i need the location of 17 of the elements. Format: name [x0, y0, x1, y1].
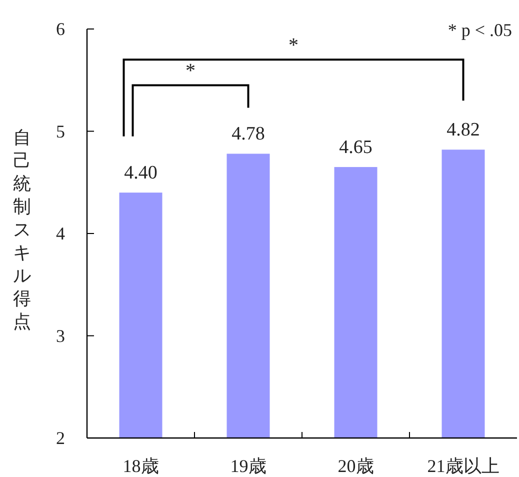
- x-tick-label: 19歳: [230, 456, 266, 476]
- x-tick-label: 21歳以上: [427, 456, 500, 476]
- y-tick-label: 5: [56, 121, 65, 142]
- data-label: 4.78: [232, 124, 265, 145]
- annotation: *: [186, 60, 196, 82]
- y-tick-label: 2: [56, 428, 65, 448]
- y-tick-label: 3: [56, 326, 65, 346]
- annotation: *: [288, 34, 298, 57]
- data-label: 4.65: [339, 137, 372, 158]
- y-axis-title: 自己統制スキル得点: [13, 128, 31, 332]
- x-tick-label: 20歳: [338, 456, 374, 476]
- y-tick-label: 6: [56, 19, 65, 39]
- data-label: 4.40: [124, 162, 158, 184]
- x-tick-label: 18歳: [122, 456, 159, 476]
- annotation: * p < .05: [448, 20, 512, 40]
- data-label: 4.82: [446, 120, 480, 141]
- y-tick-label: 4: [56, 224, 65, 244]
